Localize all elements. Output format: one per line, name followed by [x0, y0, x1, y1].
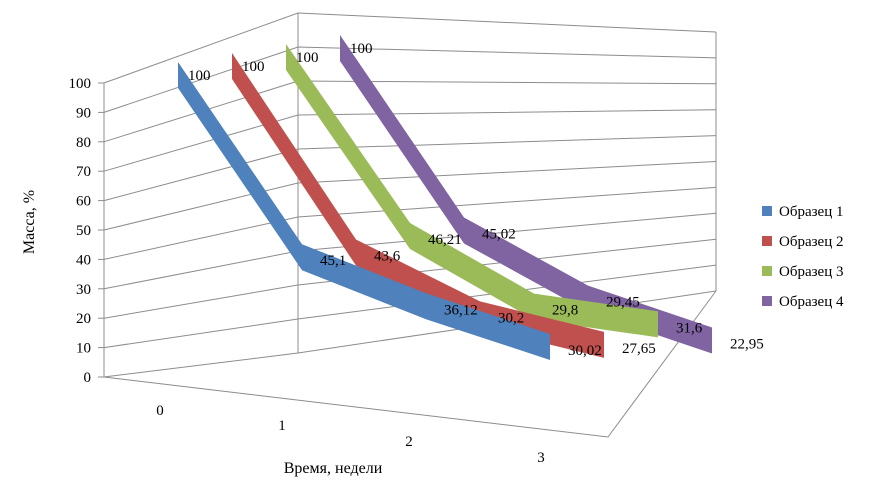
series-ribbon [286, 44, 658, 338]
legend-label: Образец 3 [779, 264, 843, 280]
y-tick-label: 70 [76, 164, 91, 180]
data-label: 45,1 [320, 253, 346, 269]
y-tick-label: 80 [76, 135, 91, 151]
y-tick-label: 10 [76, 341, 91, 357]
x-tick-label: 3 [537, 450, 545, 466]
legend-label: Образец 1 [779, 204, 843, 220]
y-tick-label: 60 [76, 194, 91, 210]
y-tick-label: 90 [76, 105, 91, 121]
gridline [103, 161, 717, 231]
data-label: 46,21 [428, 232, 462, 248]
y-tick-label: 50 [76, 223, 91, 239]
legend-label: Образец 2 [779, 234, 843, 250]
y-axis-ticks: 0 10 20 30 40 50 60 70 80 90 100 [69, 76, 92, 386]
legend-swatch [762, 206, 772, 216]
x-tick-label: 0 [156, 403, 164, 419]
data-label: 30,2 [498, 310, 524, 326]
y-tick-label: 0 [84, 370, 92, 386]
series-ribbon [232, 53, 604, 358]
x-axis-title: Время, недели [284, 460, 383, 477]
x-axis-ticks: 0 1 2 3 [156, 403, 545, 466]
legend-label: Образец 4 [779, 294, 844, 310]
data-label: 31,6 [676, 320, 703, 336]
data-label: 45,02 [482, 226, 516, 242]
y-tick-label: 30 [76, 282, 91, 298]
data-label: 43,6 [374, 249, 401, 265]
y-axis-title: Масса, % [21, 190, 38, 254]
data-label: 100 [188, 68, 211, 84]
chart-series-ribbons [178, 35, 712, 360]
y-tick-label: 20 [76, 311, 91, 327]
data-label: 27,65 [622, 341, 656, 357]
data-label: 100 [242, 59, 265, 75]
x-tick-label: 1 [278, 418, 286, 434]
x-tick-label: 2 [405, 434, 413, 450]
y-tick-label: 40 [76, 252, 91, 268]
data-label: 30,02 [568, 343, 602, 359]
series-ribbon [340, 35, 712, 354]
data-label: 29,8 [552, 303, 578, 319]
chart-walls [98, 12, 717, 438]
data-label: 29,45 [606, 295, 640, 311]
data-label: 36,12 [444, 302, 478, 318]
legend-swatch [762, 236, 772, 246]
chart-data-labels: 100 45,1 36,12 30,02 100 43,6 30,2 27,65 100 46,2… [188, 41, 764, 359]
data-label: 100 [296, 50, 319, 66]
series-ribbon [178, 62, 550, 360]
y-tick-label: 100 [69, 76, 92, 92]
legend-swatch [762, 296, 772, 306]
data-label: 100 [350, 41, 373, 57]
data-label: 22,95 [730, 336, 764, 352]
legend-swatch [762, 266, 772, 276]
chart-legend: Образец 1 Образец 2 Образец 3 Образец 4 [762, 204, 844, 310]
